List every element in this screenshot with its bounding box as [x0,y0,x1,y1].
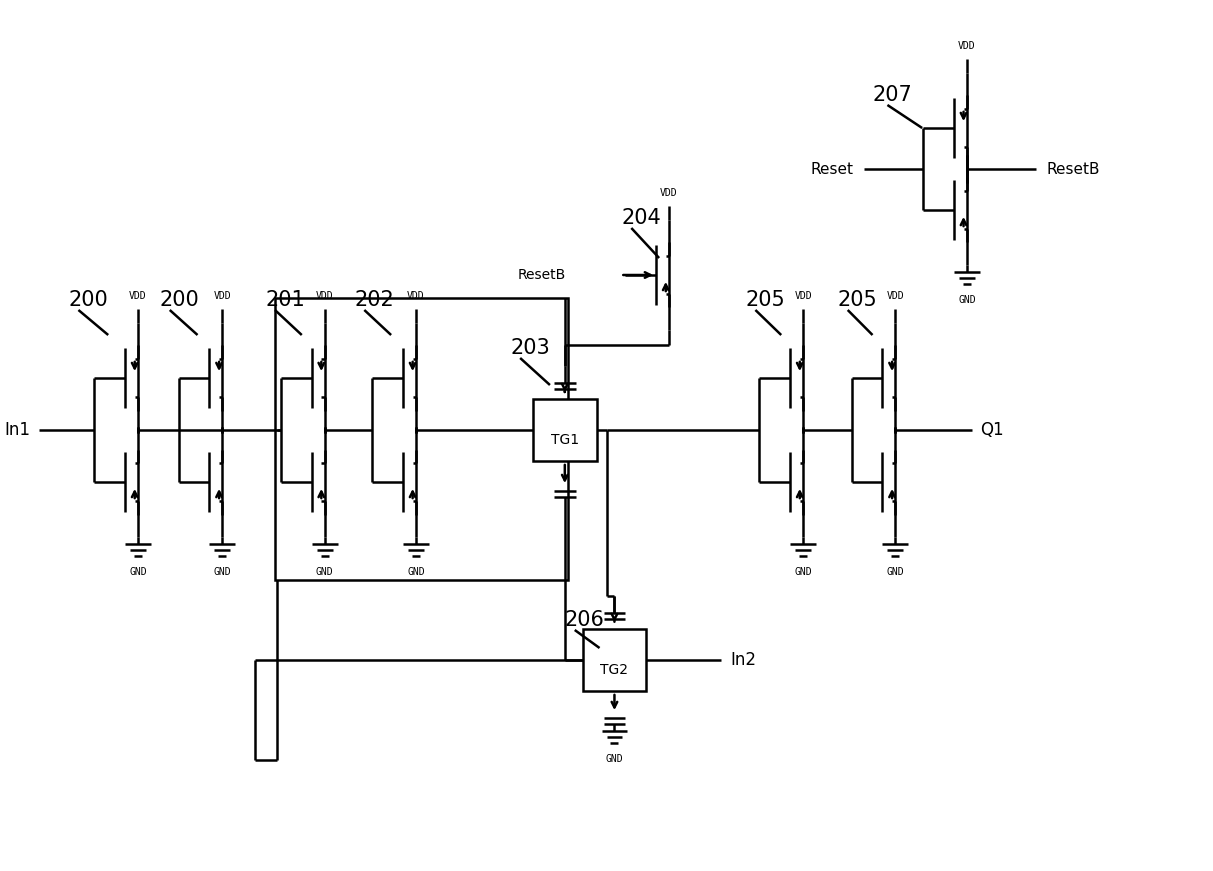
Text: 204: 204 [621,208,661,228]
Text: 206: 206 [565,610,605,630]
Text: ResetB: ResetB [518,268,565,282]
Text: 207: 207 [872,85,912,105]
Text: In1: In1 [5,421,30,439]
Text: VDD: VDD [315,291,334,301]
Text: 205: 205 [746,290,785,310]
Text: GND: GND [795,567,811,577]
Text: 202: 202 [354,290,394,310]
Text: TG1: TG1 [551,433,579,447]
Text: 200: 200 [68,290,108,310]
Text: ResetB: ResetB [1047,161,1100,177]
Text: Q1: Q1 [980,421,1003,439]
Text: GND: GND [129,567,147,577]
Text: GND: GND [213,567,232,577]
Text: 201: 201 [266,290,304,310]
Text: 203: 203 [511,338,549,358]
Text: In2: In2 [730,651,757,669]
Bar [275,298,568,580]
Text: VDD: VDD [887,291,904,301]
Text: Reset: Reset [810,161,854,177]
Text: GND: GND [887,567,904,577]
Bar [582,629,647,691]
Text: VDD: VDD [795,291,811,301]
Bar [533,399,597,461]
Text: TG2: TG2 [600,663,628,677]
Text: VDD: VDD [660,188,678,198]
Text: VDD: VDD [129,291,147,301]
Text: GND: GND [958,295,975,305]
Text: VDD: VDD [213,291,232,301]
Text: GND: GND [605,754,623,764]
Text: GND: GND [408,567,425,577]
Text: GND: GND [315,567,334,577]
Text: 205: 205 [838,290,877,310]
Text: VDD: VDD [408,291,425,301]
Text: VDD: VDD [958,41,975,51]
Text: 200: 200 [160,290,200,310]
